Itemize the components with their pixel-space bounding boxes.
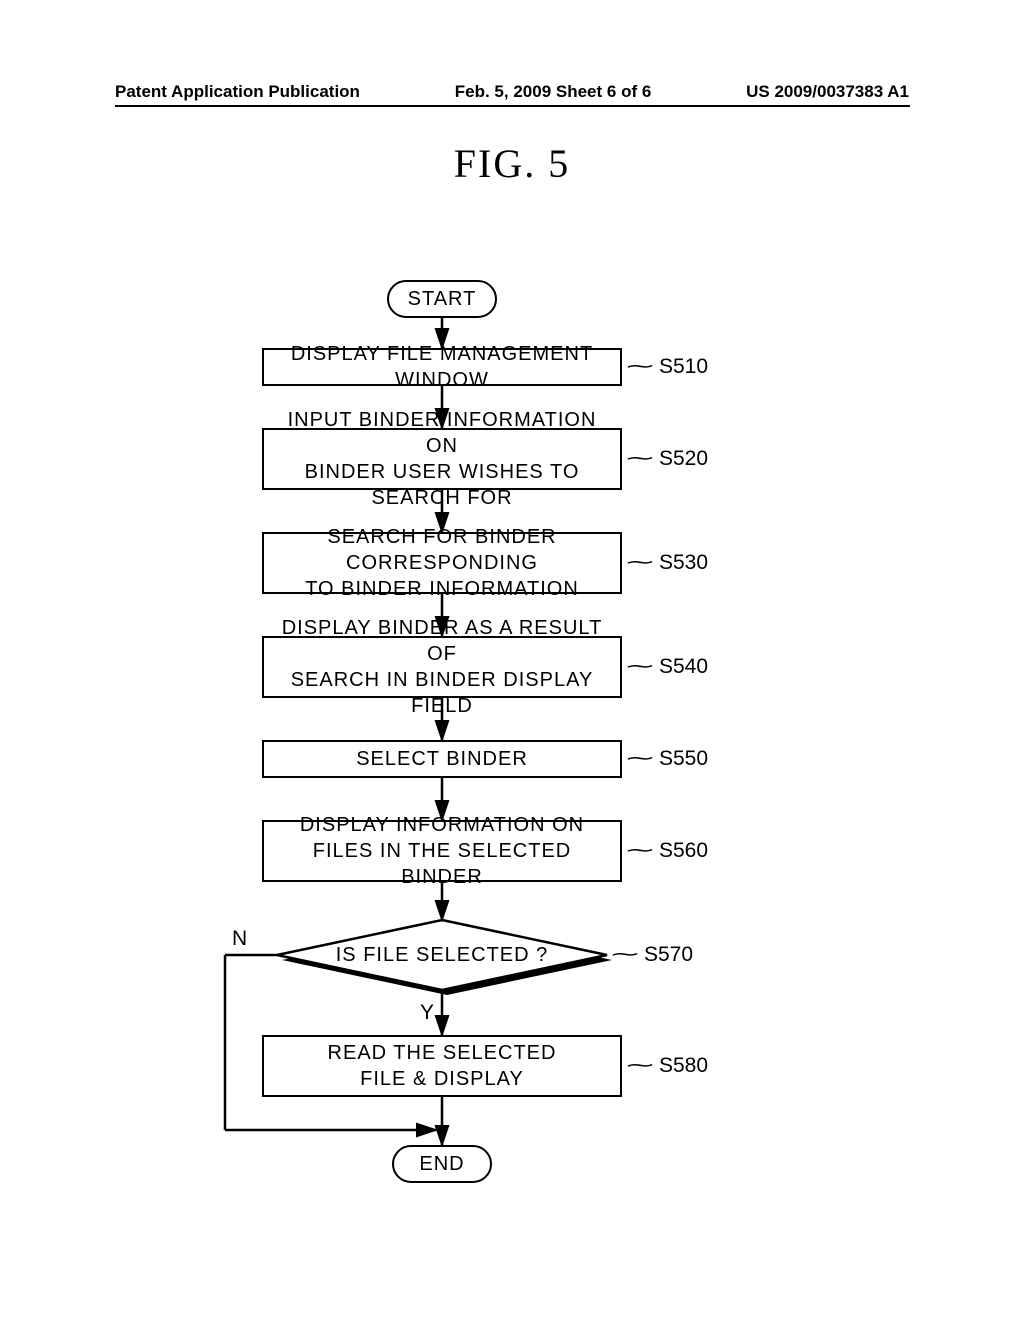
process-box: DISPLAY INFORMATION ON FILES IN THE SELE…	[262, 820, 622, 882]
step-label: S550	[659, 747, 708, 771]
step-label: S510	[659, 355, 708, 379]
page: Patent Application Publication Feb. 5, 2…	[0, 0, 1024, 1320]
terminator-start: START	[387, 280, 497, 318]
page-header: Patent Application Publication Feb. 5, 2…	[0, 82, 1024, 102]
terminator-box: START	[387, 280, 497, 318]
label-connector: ⁓	[627, 448, 654, 469]
header-rule	[115, 105, 910, 107]
step-label: S540	[659, 655, 708, 679]
step-label: S520	[659, 447, 708, 471]
header-center: Feb. 5, 2009 Sheet 6 of 6	[455, 82, 652, 102]
node-label: START	[408, 286, 477, 312]
decision-s570: IS FILE SELECTED ?	[312, 942, 572, 968]
process-box: INPUT BINDER INFORMATION ON BINDER USER …	[262, 428, 622, 490]
step-label: S560	[659, 839, 708, 863]
node-label: READ THE SELECTED FILE & DISPLAY	[328, 1040, 557, 1092]
process-box: READ THE SELECTED FILE & DISPLAY	[262, 1035, 622, 1097]
process-box: DISPLAY BINDER AS A RESULT OF SEARCH IN …	[262, 636, 622, 698]
figure-title: FIG. 5	[0, 140, 1024, 187]
process-s560: DISPLAY INFORMATION ON FILES IN THE SELE…	[262, 820, 622, 882]
step-label: S580	[659, 1054, 708, 1078]
label-connector: ⁓	[627, 552, 654, 573]
terminator-box: END	[392, 1145, 492, 1183]
label-connector: ⁓	[627, 748, 654, 769]
header-right: US 2009/0037383 A1	[746, 82, 909, 102]
node-label: DISPLAY FILE MANAGEMENT WINDOW	[274, 341, 610, 393]
process-box: SELECT BINDER	[262, 740, 622, 778]
process-s580: READ THE SELECTED FILE & DISPLAY	[262, 1035, 622, 1097]
node-label: END	[419, 1151, 464, 1177]
node-label: DISPLAY INFORMATION ON FILES IN THE SELE…	[274, 812, 610, 890]
process-s540: DISPLAY BINDER AS A RESULT OF SEARCH IN …	[262, 636, 622, 698]
edge-label-no: N	[232, 927, 247, 951]
node-label: INPUT BINDER INFORMATION ON BINDER USER …	[274, 407, 610, 511]
terminator-end: END	[392, 1145, 492, 1183]
process-box: SEARCH FOR BINDER CORRESPONDING TO BINDE…	[262, 532, 622, 594]
process-s530: SEARCH FOR BINDER CORRESPONDING TO BINDE…	[262, 532, 622, 594]
step-label: S530	[659, 551, 708, 575]
label-connector: ⁓	[627, 1055, 654, 1076]
process-s550: SELECT BINDER	[262, 740, 622, 778]
label-connector: ⁓	[627, 656, 654, 677]
step-label: S570	[644, 943, 693, 967]
process-s510: DISPLAY FILE MANAGEMENT WINDOW	[262, 348, 622, 386]
process-s520: INPUT BINDER INFORMATION ON BINDER USER …	[262, 428, 622, 490]
node-label: SELECT BINDER	[356, 746, 528, 772]
node-label: IS FILE SELECTED ?	[336, 944, 549, 966]
process-box: DISPLAY FILE MANAGEMENT WINDOW	[262, 348, 622, 386]
label-connector: ⁓	[627, 356, 654, 377]
node-label: SEARCH FOR BINDER CORRESPONDING TO BINDE…	[274, 524, 610, 602]
label-connector: ⁓	[627, 840, 654, 861]
label-connector: ⁓	[612, 944, 639, 965]
edge-label-yes: Y	[420, 1001, 434, 1025]
node-label: DISPLAY BINDER AS A RESULT OF SEARCH IN …	[274, 615, 610, 719]
header-left: Patent Application Publication	[115, 82, 360, 102]
